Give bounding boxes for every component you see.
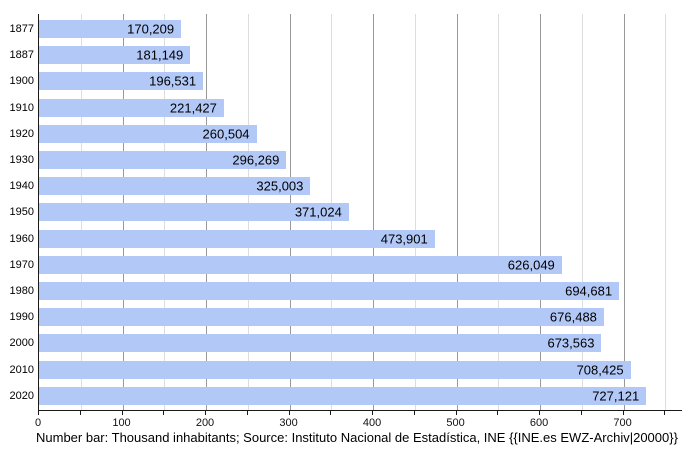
bar-1970: 626,049 [39,255,562,274]
bar-value-label: 673,563 [547,335,595,351]
bar-value-label: 181,149 [136,47,184,63]
x-tick-mark [121,411,123,415]
bar-value-label: 296,269 [232,152,280,168]
plot-area: 170,209 181,149 196,531 221,427 260,504 296,2… [38,14,682,411]
year-label-1980: 1980 [9,285,34,297]
bar-1877: 170,209 [39,20,182,38]
bar-1887: 181,149 [39,46,191,65]
year-label-1877: 1877 [9,23,34,35]
gridline-400 [373,14,375,410]
year-label-1940: 1940 [9,180,34,193]
bar-2020: 727,121 [39,386,647,405]
x-tick-label-0: 0 [34,417,42,429]
year-label-2020: 2020 [9,389,34,402]
gridline-650 [581,14,583,410]
bar-2000: 673,563 [39,334,602,353]
bar-value-label: 727,121 [592,388,640,404]
bar-value-label: 221,427 [169,100,217,116]
bar-value-label: 473,901 [380,231,428,247]
x-tick-mark [205,411,206,415]
x-tick-mark [288,411,290,415]
gridline-750 [665,14,667,410]
x-tick-mark [622,411,624,415]
x-tick-mark [664,411,666,415]
year-label-1920: 1920 [9,127,34,140]
x-tick-mark [413,411,415,415]
x-tick-label-100: 100 [112,417,131,429]
gridline-600 [540,14,542,410]
bar-1900: 196,531 [39,72,204,91]
bar-value-label: 325,003 [256,178,304,194]
year-label-1960: 1960 [9,232,34,245]
bar-2010: 708,425 [39,360,631,379]
year-label-1887: 1887 [9,49,34,62]
x-tick-mark [497,411,499,415]
bar-value-label: 694,681 [565,283,613,299]
year-label-1950: 1950 [9,206,34,219]
x-tick-mark [580,411,582,415]
year-label-1930: 1930 [9,154,34,166]
x-tick-label-400: 400 [362,417,382,429]
gridline-500 [456,14,458,410]
gridline-550 [498,14,500,410]
year-label-2010: 2010 [9,363,34,376]
x-tick-label-700: 700 [613,417,632,429]
bar-1930: 296,269 [39,151,287,169]
x-tick-mark [38,411,39,415]
x-tick-mark [372,411,374,415]
bar-value-label: 260,504 [202,126,250,142]
bar-value-label: 676,488 [549,309,597,325]
bar-value-label: 626,049 [507,257,555,273]
year-label-1970: 1970 [9,258,34,271]
bar-1960: 473,901 [39,229,435,248]
x-tick-mark [79,411,81,415]
bar-1990: 676,488 [39,308,604,327]
x-tick-label-500: 500 [446,417,465,429]
year-label-1910: 1910 [9,101,34,114]
bar-1920: 260,504 [39,124,257,143]
gridline-450 [414,14,416,410]
x-tick-label-200: 200 [195,417,215,429]
year-label-2000: 2000 [9,337,34,350]
bar-1940: 325,003 [39,177,311,196]
bar-1910: 221,427 [39,98,224,117]
bar-value-label: 708,425 [576,362,624,378]
x-tick-mark [539,411,541,415]
x-tick-mark [455,411,457,415]
x-tick-label-600: 600 [529,417,549,429]
bar-1980: 694,681 [39,282,620,300]
x-tick-mark [330,411,332,415]
chart-caption: Number bar: Thousand inhabitants; Source… [36,430,678,445]
bar-value-label: 196,531 [149,73,197,89]
year-label-1990: 1990 [9,311,34,324]
bar-value-label: 371,024 [294,204,342,220]
bar-value-label: 170,209 [127,21,175,37]
gridline-700 [623,14,625,410]
year-label-1900: 1900 [9,75,34,88]
x-tick-label-300: 300 [279,417,298,429]
x-tick-mark [246,411,248,415]
x-tick-mark [163,411,165,415]
bar-1950: 371,024 [39,203,349,222]
